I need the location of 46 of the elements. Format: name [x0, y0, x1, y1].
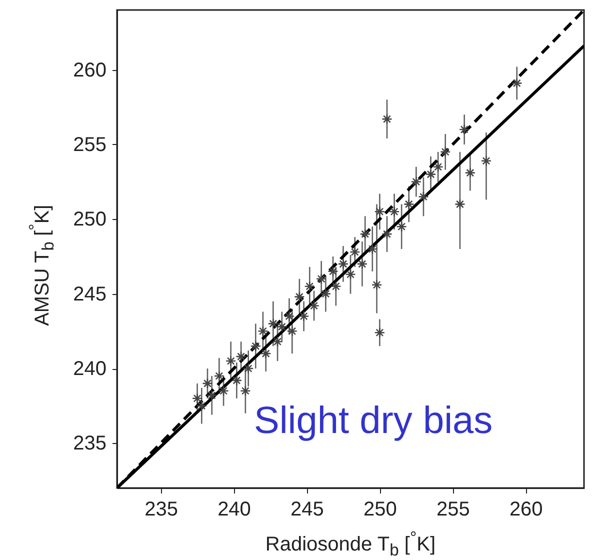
point — [284, 310, 295, 322]
point — [396, 221, 407, 232]
x-tick-label: 235 — [144, 498, 178, 520]
point — [304, 280, 316, 292]
y-tick-label: 240 — [73, 358, 106, 380]
point — [286, 326, 298, 337]
point — [454, 198, 466, 210]
point — [260, 348, 272, 359]
point — [202, 378, 213, 389]
point — [294, 291, 305, 302]
point — [196, 400, 208, 412]
point — [388, 206, 400, 218]
y-tick-label: 235 — [73, 432, 106, 455]
x-tick-label: 255 — [436, 498, 470, 520]
point — [276, 321, 288, 332]
x-axis-title: Radiosonde T$_{b}$ [$^{°}$K] — [264, 528, 437, 560]
point — [374, 327, 386, 338]
point — [371, 279, 382, 290]
x-tick-label: 250 — [364, 498, 397, 520]
point — [425, 168, 436, 180]
point — [464, 167, 476, 178]
point — [258, 326, 268, 337]
point — [374, 206, 386, 218]
y-tick-label: 245 — [73, 283, 106, 306]
point — [410, 176, 422, 188]
point — [192, 392, 203, 404]
point — [511, 78, 522, 89]
point — [272, 336, 283, 348]
point — [338, 258, 349, 270]
point — [250, 340, 262, 352]
point — [356, 258, 368, 270]
point — [480, 155, 492, 166]
point — [367, 244, 378, 254]
point — [458, 124, 470, 135]
y-tick-label: 255 — [73, 134, 106, 156]
y-tick-label: 250 — [73, 208, 106, 231]
x-tick-label: 245 — [290, 498, 324, 520]
x-tick-label: 260 — [509, 498, 543, 520]
point — [360, 228, 370, 240]
x-tick-label: 240 — [218, 498, 251, 520]
point — [382, 114, 392, 124]
point — [382, 228, 392, 240]
y-tick-label: 260 — [73, 59, 106, 82]
point — [432, 161, 444, 172]
point — [345, 269, 356, 280]
annotation: Slight dry bias — [254, 400, 493, 443]
